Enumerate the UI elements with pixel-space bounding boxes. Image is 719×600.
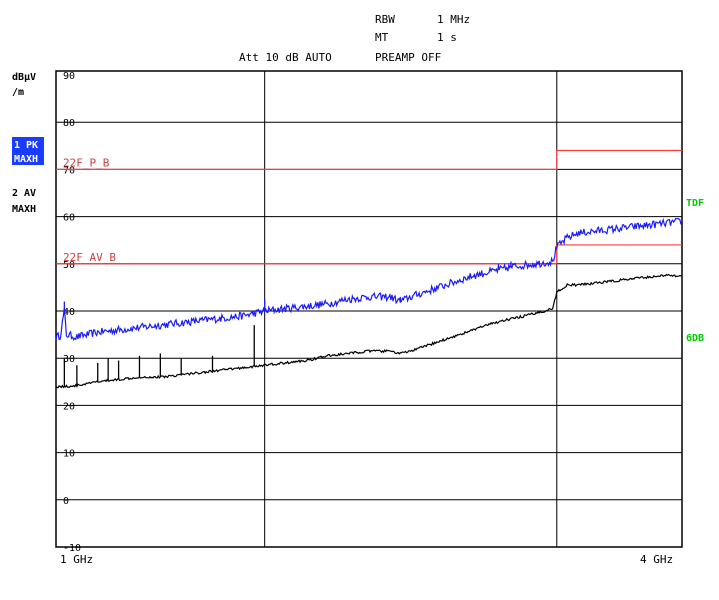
y-tick-labels: 90 80 70 60 50 40 30 20 10 0 -10 <box>63 71 81 554</box>
mt-label: MT <box>375 31 389 44</box>
rbw-value: 1 MHz <box>437 13 470 26</box>
y-tick-70: 70 <box>63 165 75 176</box>
y-tick-40: 40 <box>63 307 75 318</box>
trace2-mode: MAXH <box>12 204 36 215</box>
6db-label: 6DB <box>686 333 704 344</box>
traces <box>55 217 683 389</box>
rbw-label: RBW <box>375 13 395 26</box>
limit-lines: 22F_P_B 22F_AV_B <box>56 149 682 265</box>
trace1-mode: MAXH <box>14 154 38 165</box>
y-tick--10: -10 <box>63 543 81 554</box>
limit-label-22F_AV_B: 22F_AV_B <box>63 251 116 264</box>
y-tick-10: 10 <box>63 449 75 460</box>
trace-1-line <box>55 217 683 342</box>
preamp-label: PREAMP OFF <box>375 51 441 64</box>
grid <box>56 71 682 547</box>
limit-22F_AV_B <box>56 244 682 265</box>
plot-frame <box>55 70 683 548</box>
trace1-badge <box>12 137 44 165</box>
y-unit-label: dBµV <box>12 72 36 83</box>
x-end-label: 4 GHz <box>640 553 673 566</box>
x-start-label: 1 GHz <box>60 553 93 566</box>
y-tick-0: 0 <box>63 496 69 507</box>
trace-2-line <box>55 273 683 389</box>
y-tick-20: 20 <box>63 401 75 412</box>
y-tick-30: 30 <box>63 354 75 365</box>
limit-label-22F_P_B: 22F_P_B <box>63 156 110 169</box>
trace1-label: 1 PK <box>14 140 38 151</box>
y-tick-50: 50 <box>63 260 75 271</box>
tdf-label: TDF <box>686 198 704 209</box>
y-tick-90: 90 <box>63 71 75 82</box>
y-tick-80: 80 <box>63 118 75 129</box>
y-tick-60: 60 <box>63 213 75 224</box>
att-label: Att 10 dB AUTO <box>239 51 332 64</box>
y-unit-label-2: /m <box>12 87 24 98</box>
trace2-label: 2 AV <box>12 188 36 199</box>
limit-22F_P_B <box>56 149 682 170</box>
mt-value: 1 s <box>437 31 457 44</box>
